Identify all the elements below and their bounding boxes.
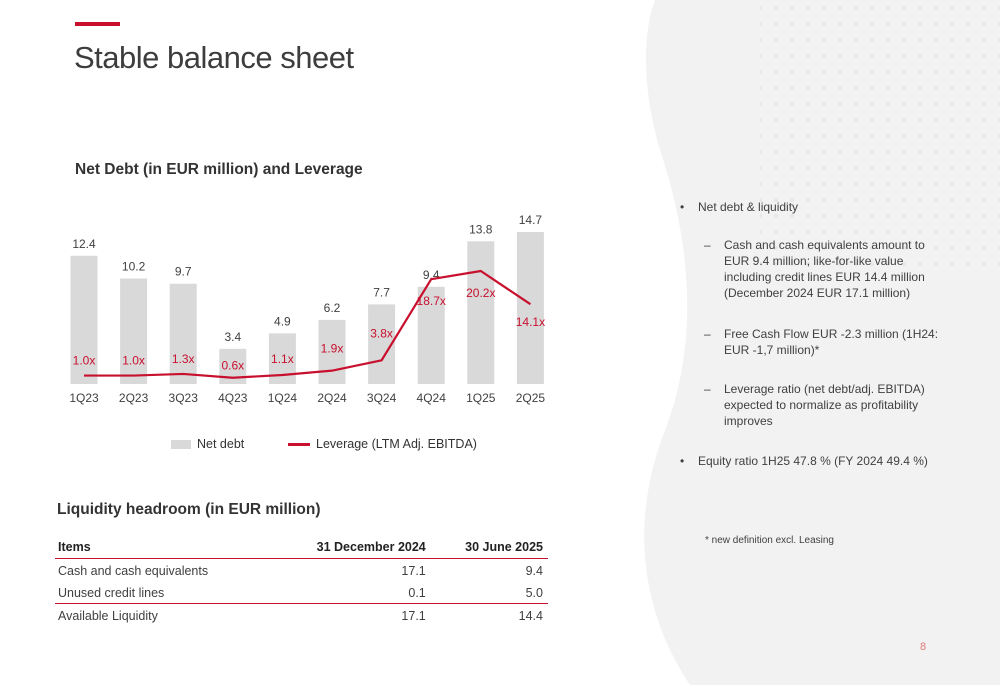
footnote: * new definition excl. Leasing — [705, 535, 834, 546]
leverage-value-label: 14.1x — [516, 315, 545, 329]
legend-label-net-debt: Net debt — [197, 437, 245, 451]
leverage-line — [84, 269, 532, 379]
bar-value-label: 3.4 — [224, 330, 241, 344]
sub-bullet-text: Cash and cash equivalents amount to EUR … — [724, 238, 925, 300]
bar-value-label: 12.4 — [72, 237, 96, 251]
header-jun-2025: 30 June 2025 — [430, 537, 548, 559]
dash-glyph: – — [704, 327, 711, 341]
leverage-value-label: 3.8x — [370, 326, 393, 340]
bar-net-debt — [516, 232, 544, 384]
bar-value-label: 7.7 — [373, 285, 390, 299]
chart-title: Net Debt (in EUR million) and Leverage — [75, 161, 363, 178]
cell-value: 17.1 — [270, 603, 431, 626]
net-debt-leverage-chart: 12.4 1Q23 10.2 2Q23 9.7 3Q23 3.4 4Q23 4.9 1Q24 6.2… — [69, 213, 546, 405]
liquidity-table: Items 31 December 2024 30 June 2025 Cash… — [55, 537, 548, 626]
page-title: Stable balance sheet — [74, 40, 354, 75]
category-tick-label: 2Q24 — [317, 391, 347, 405]
leverage-value-label: 1.9x — [321, 342, 344, 356]
bullet-text: Equity ratio 1H25 47.8 % (FY 2024 49.4 %… — [698, 454, 928, 468]
leverage-value-label: 1.3x — [172, 352, 195, 366]
leverage-value-label: 1.0x — [122, 354, 145, 368]
sub-bullet-text: Leverage ratio (net debt/adj. EBITDA) ex… — [724, 382, 925, 428]
bar-value-label: 13.8 — [469, 222, 493, 236]
legend-item-net-debt: Net debt — [171, 437, 244, 451]
header-dec-2024: 31 December 2024 — [270, 537, 431, 559]
category-tick-label: 1Q23 — [69, 391, 99, 405]
legend-swatch-bar — [171, 439, 191, 449]
bar-net-debt — [169, 283, 197, 384]
category-tick-label: 3Q23 — [169, 391, 199, 405]
liquidity-title: Liquidity headroom (in EUR million) — [57, 501, 321, 518]
leverage-value-label: 20.2x — [466, 286, 495, 300]
leverage-value-label: 18.7x — [417, 294, 446, 308]
title-accent-bar — [75, 22, 120, 26]
bar-net-debt — [120, 278, 148, 384]
bullet-text: Net debt & liquidity — [698, 200, 799, 214]
header-items: Items — [55, 537, 271, 559]
bar-value-label: 10.2 — [122, 260, 146, 274]
cell-item: Unused credit lines — [58, 585, 165, 600]
page-number: 8 — [920, 641, 927, 653]
cell-value: 17.1 — [401, 563, 426, 578]
bullet-dot: • — [680, 200, 685, 214]
category-tick-label: 3Q24 — [367, 391, 397, 405]
legend-swatch-line — [288, 442, 310, 446]
bar-net-debt — [318, 319, 346, 384]
category-tick-label: 2Q25 — [516, 391, 546, 405]
table-row: Available Liquidity 17.1 14.4 — [55, 603, 548, 626]
category-tick-label: 1Q24 — [268, 391, 298, 405]
table-row: Unused credit lines 0.1 5.0 — [55, 581, 548, 604]
leverage-value-label: 0.6x — [221, 359, 244, 373]
bullet-dot: • — [680, 454, 685, 468]
dash-glyph: – — [704, 238, 711, 252]
bar-value-label: 14.7 — [519, 213, 543, 227]
cell-value: 5.0 — [525, 585, 543, 600]
legend-label-leverage: Leverage (LTM Adj. EBITDA) — [316, 437, 477, 451]
bar-net-debt — [467, 241, 495, 384]
leverage-value-label: 1.1x — [271, 352, 294, 366]
leverage-value-label: 1.0x — [73, 354, 96, 368]
sub-bullet-text: Free Cash Flow EUR -2.3 million (1H24: E… — [724, 327, 939, 357]
category-tick-label: 1Q25 — [466, 391, 496, 405]
cell-value: 14.4 — [430, 603, 548, 626]
bar-value-label: 4.9 — [274, 314, 291, 328]
cell-item: Available Liquidity — [55, 603, 271, 626]
bar-net-debt — [417, 286, 445, 384]
cell-value: 0.1 — [408, 585, 426, 600]
bar-value-label: 6.2 — [324, 301, 341, 315]
cell-item: Cash and cash equivalents — [58, 563, 209, 578]
legend-item-leverage: Leverage (LTM Adj. EBITDA) — [288, 437, 477, 451]
bar-net-debt — [70, 255, 98, 384]
table-row: Cash and cash equivalents 17.1 9.4 — [55, 559, 548, 582]
category-tick-label: 2Q23 — [119, 391, 149, 405]
cell-value: 9.4 — [525, 563, 543, 578]
category-tick-label: 4Q24 — [417, 391, 447, 405]
dash-glyph: – — [704, 382, 711, 396]
table-header-row: Items 31 December 2024 30 June 2025 — [55, 537, 548, 559]
bar-value-label: 9.7 — [175, 265, 192, 279]
category-tick-label: 4Q23 — [218, 391, 248, 405]
